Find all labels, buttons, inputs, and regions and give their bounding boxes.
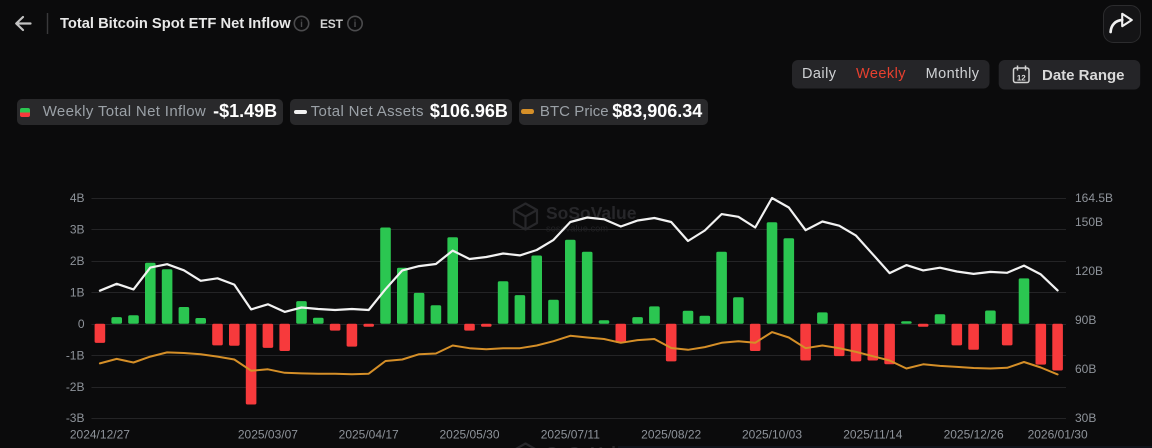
svg-text:2025/12/26: 2025/12/26 bbox=[944, 428, 1004, 442]
svg-text:2025/08/22: 2025/08/22 bbox=[641, 428, 701, 442]
svg-text:2024/12/27: 2024/12/27 bbox=[70, 428, 130, 442]
svg-text:4B: 4B bbox=[70, 191, 85, 205]
svg-text:-3B: -3B bbox=[66, 411, 85, 425]
svg-text:150B: 150B bbox=[1075, 215, 1103, 229]
svg-text:90B: 90B bbox=[1075, 313, 1096, 327]
svg-text:60B: 60B bbox=[1075, 362, 1096, 376]
svg-text:2025/07/11: 2025/07/11 bbox=[541, 428, 600, 442]
svg-text:1B: 1B bbox=[70, 285, 85, 299]
svg-text:-2B: -2B bbox=[66, 380, 85, 394]
svg-text:2025/05/30: 2025/05/30 bbox=[439, 428, 499, 442]
svg-text:sosovalue.com: sosovalue.com bbox=[546, 224, 608, 234]
svg-text:i: i bbox=[300, 19, 303, 30]
svg-text:3B: 3B bbox=[70, 223, 85, 237]
svg-text:2B: 2B bbox=[70, 254, 85, 268]
svg-text:0: 0 bbox=[78, 317, 85, 331]
svg-text:2025/11/14: 2025/11/14 bbox=[843, 428, 902, 442]
svg-text:2025/04/17: 2025/04/17 bbox=[339, 428, 399, 442]
svg-text:SoSoValue: SoSoValue bbox=[546, 443, 637, 448]
svg-text:30B: 30B bbox=[1075, 411, 1096, 425]
svg-text:SoSoValue: SoSoValue bbox=[546, 203, 637, 223]
svg-text:120B: 120B bbox=[1075, 264, 1103, 278]
svg-text:i: i bbox=[354, 19, 357, 30]
svg-text:2026/01/30: 2026/01/30 bbox=[1028, 428, 1088, 442]
svg-text:2025/10/03: 2025/10/03 bbox=[742, 428, 802, 442]
svg-text:-1B: -1B bbox=[66, 348, 85, 362]
svg-text:2025/03/07: 2025/03/07 bbox=[238, 428, 298, 442]
svg-text:164.5B: 164.5B bbox=[1075, 191, 1113, 205]
svg-text:12: 12 bbox=[1017, 73, 1026, 82]
